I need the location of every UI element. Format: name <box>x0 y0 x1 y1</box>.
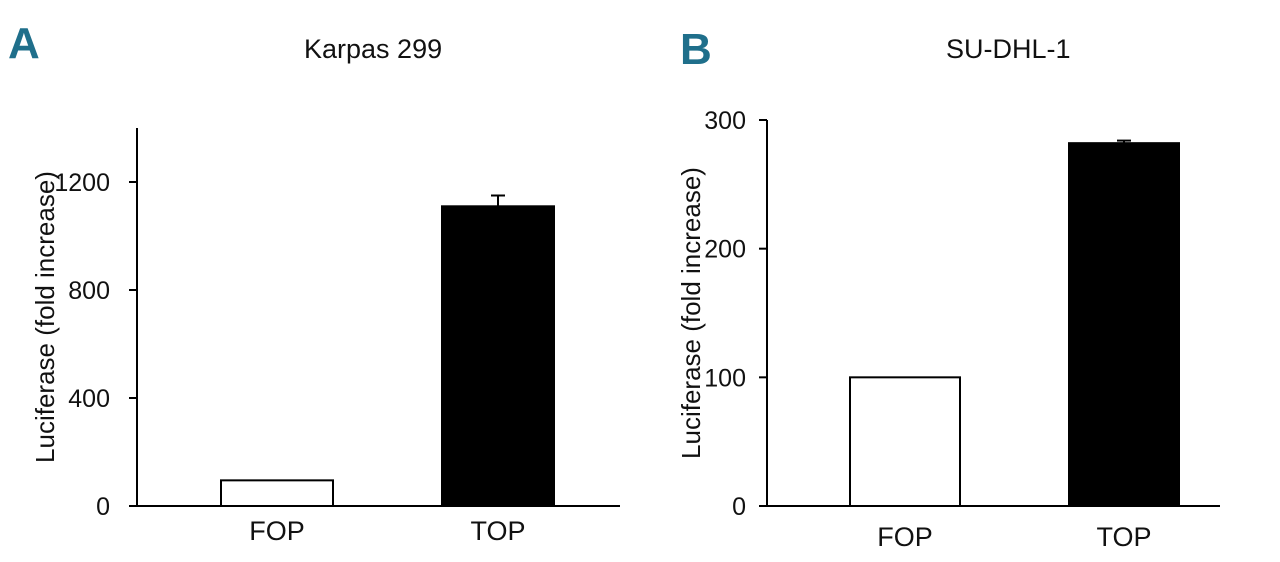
panel-letter-b: B <box>680 25 712 74</box>
chart-a-x-tick-label-fop: FOP <box>249 516 305 546</box>
chart-b-bar-fop <box>849 376 961 508</box>
chart-b-y-axis-label: Luciferase (fold increase) <box>676 167 706 459</box>
chart-a-y-tick-label: 800 <box>68 277 110 305</box>
panel-letter-a: A <box>8 19 40 68</box>
chart-b-y-tick-label: 200 <box>704 236 746 264</box>
chart-b-x-tick-label-fop: FOP <box>877 522 933 552</box>
chart-b-y-tick-label: 100 <box>704 364 746 392</box>
chart-b-bar-top <box>1068 142 1180 507</box>
chart-a-y-tick-label: 0 <box>96 493 110 521</box>
chart-a-y-tick-label: 400 <box>68 385 110 413</box>
chart-b-title: SU-DHL-1 <box>946 34 1071 64</box>
chart-a-bar-top <box>441 205 555 508</box>
chart-b-y-tick-label: 300 <box>704 107 746 135</box>
chart-a-title: Karpas 299 <box>304 34 443 64</box>
chart-b-x-tick-label-top: TOP <box>1096 522 1151 552</box>
chart-a-x-tick-label-top: TOP <box>470 516 525 546</box>
chart-a-y-tick-label: 1200 <box>54 169 110 197</box>
chart-b-y-tick-label: 0 <box>732 493 746 521</box>
chart-a-y-axis-label: Luciferase (fold increase) <box>30 171 60 463</box>
chart-a-bar-fop <box>220 479 334 508</box>
